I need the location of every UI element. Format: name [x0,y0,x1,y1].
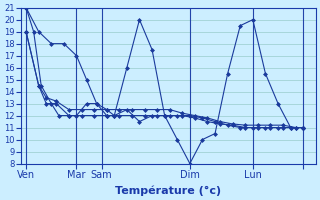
X-axis label: Température (°c): Température (°c) [116,185,221,196]
